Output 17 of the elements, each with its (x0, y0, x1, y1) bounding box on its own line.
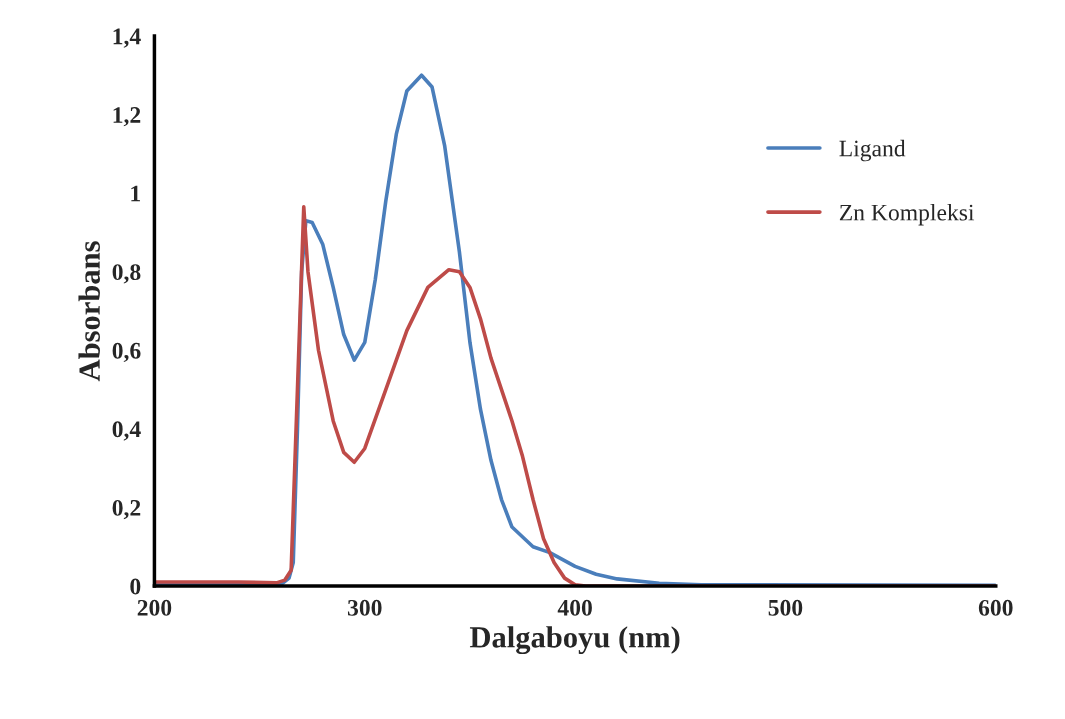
x-tick-label: 200 (137, 599, 172, 616)
legend-label: Ligand (839, 139, 906, 162)
y-tick-label: 1,4 (113, 28, 141, 48)
x-tick-label: 300 (347, 599, 382, 616)
y-tick-label: 0,6 (112, 342, 141, 363)
x-tick-label: 600 (978, 599, 1013, 616)
legend-label: Zn Kompleksi (839, 203, 975, 226)
x-axis-title: Dalgaboyu (nm) (469, 626, 680, 655)
y-tick-label: 0,4 (112, 421, 141, 441)
x-tick-label: 400 (557, 599, 592, 616)
y-tick-label: 0 (130, 578, 141, 595)
y-tick-label: 0,8 (112, 264, 141, 284)
y-axis-title: Absorbans (78, 241, 100, 382)
y-tick-label: 1,2 (113, 107, 141, 127)
y-tick-label: 1 (131, 185, 141, 202)
x-tick-label: 500 (768, 599, 803, 616)
y-tick-label: 0,2 (112, 499, 141, 520)
